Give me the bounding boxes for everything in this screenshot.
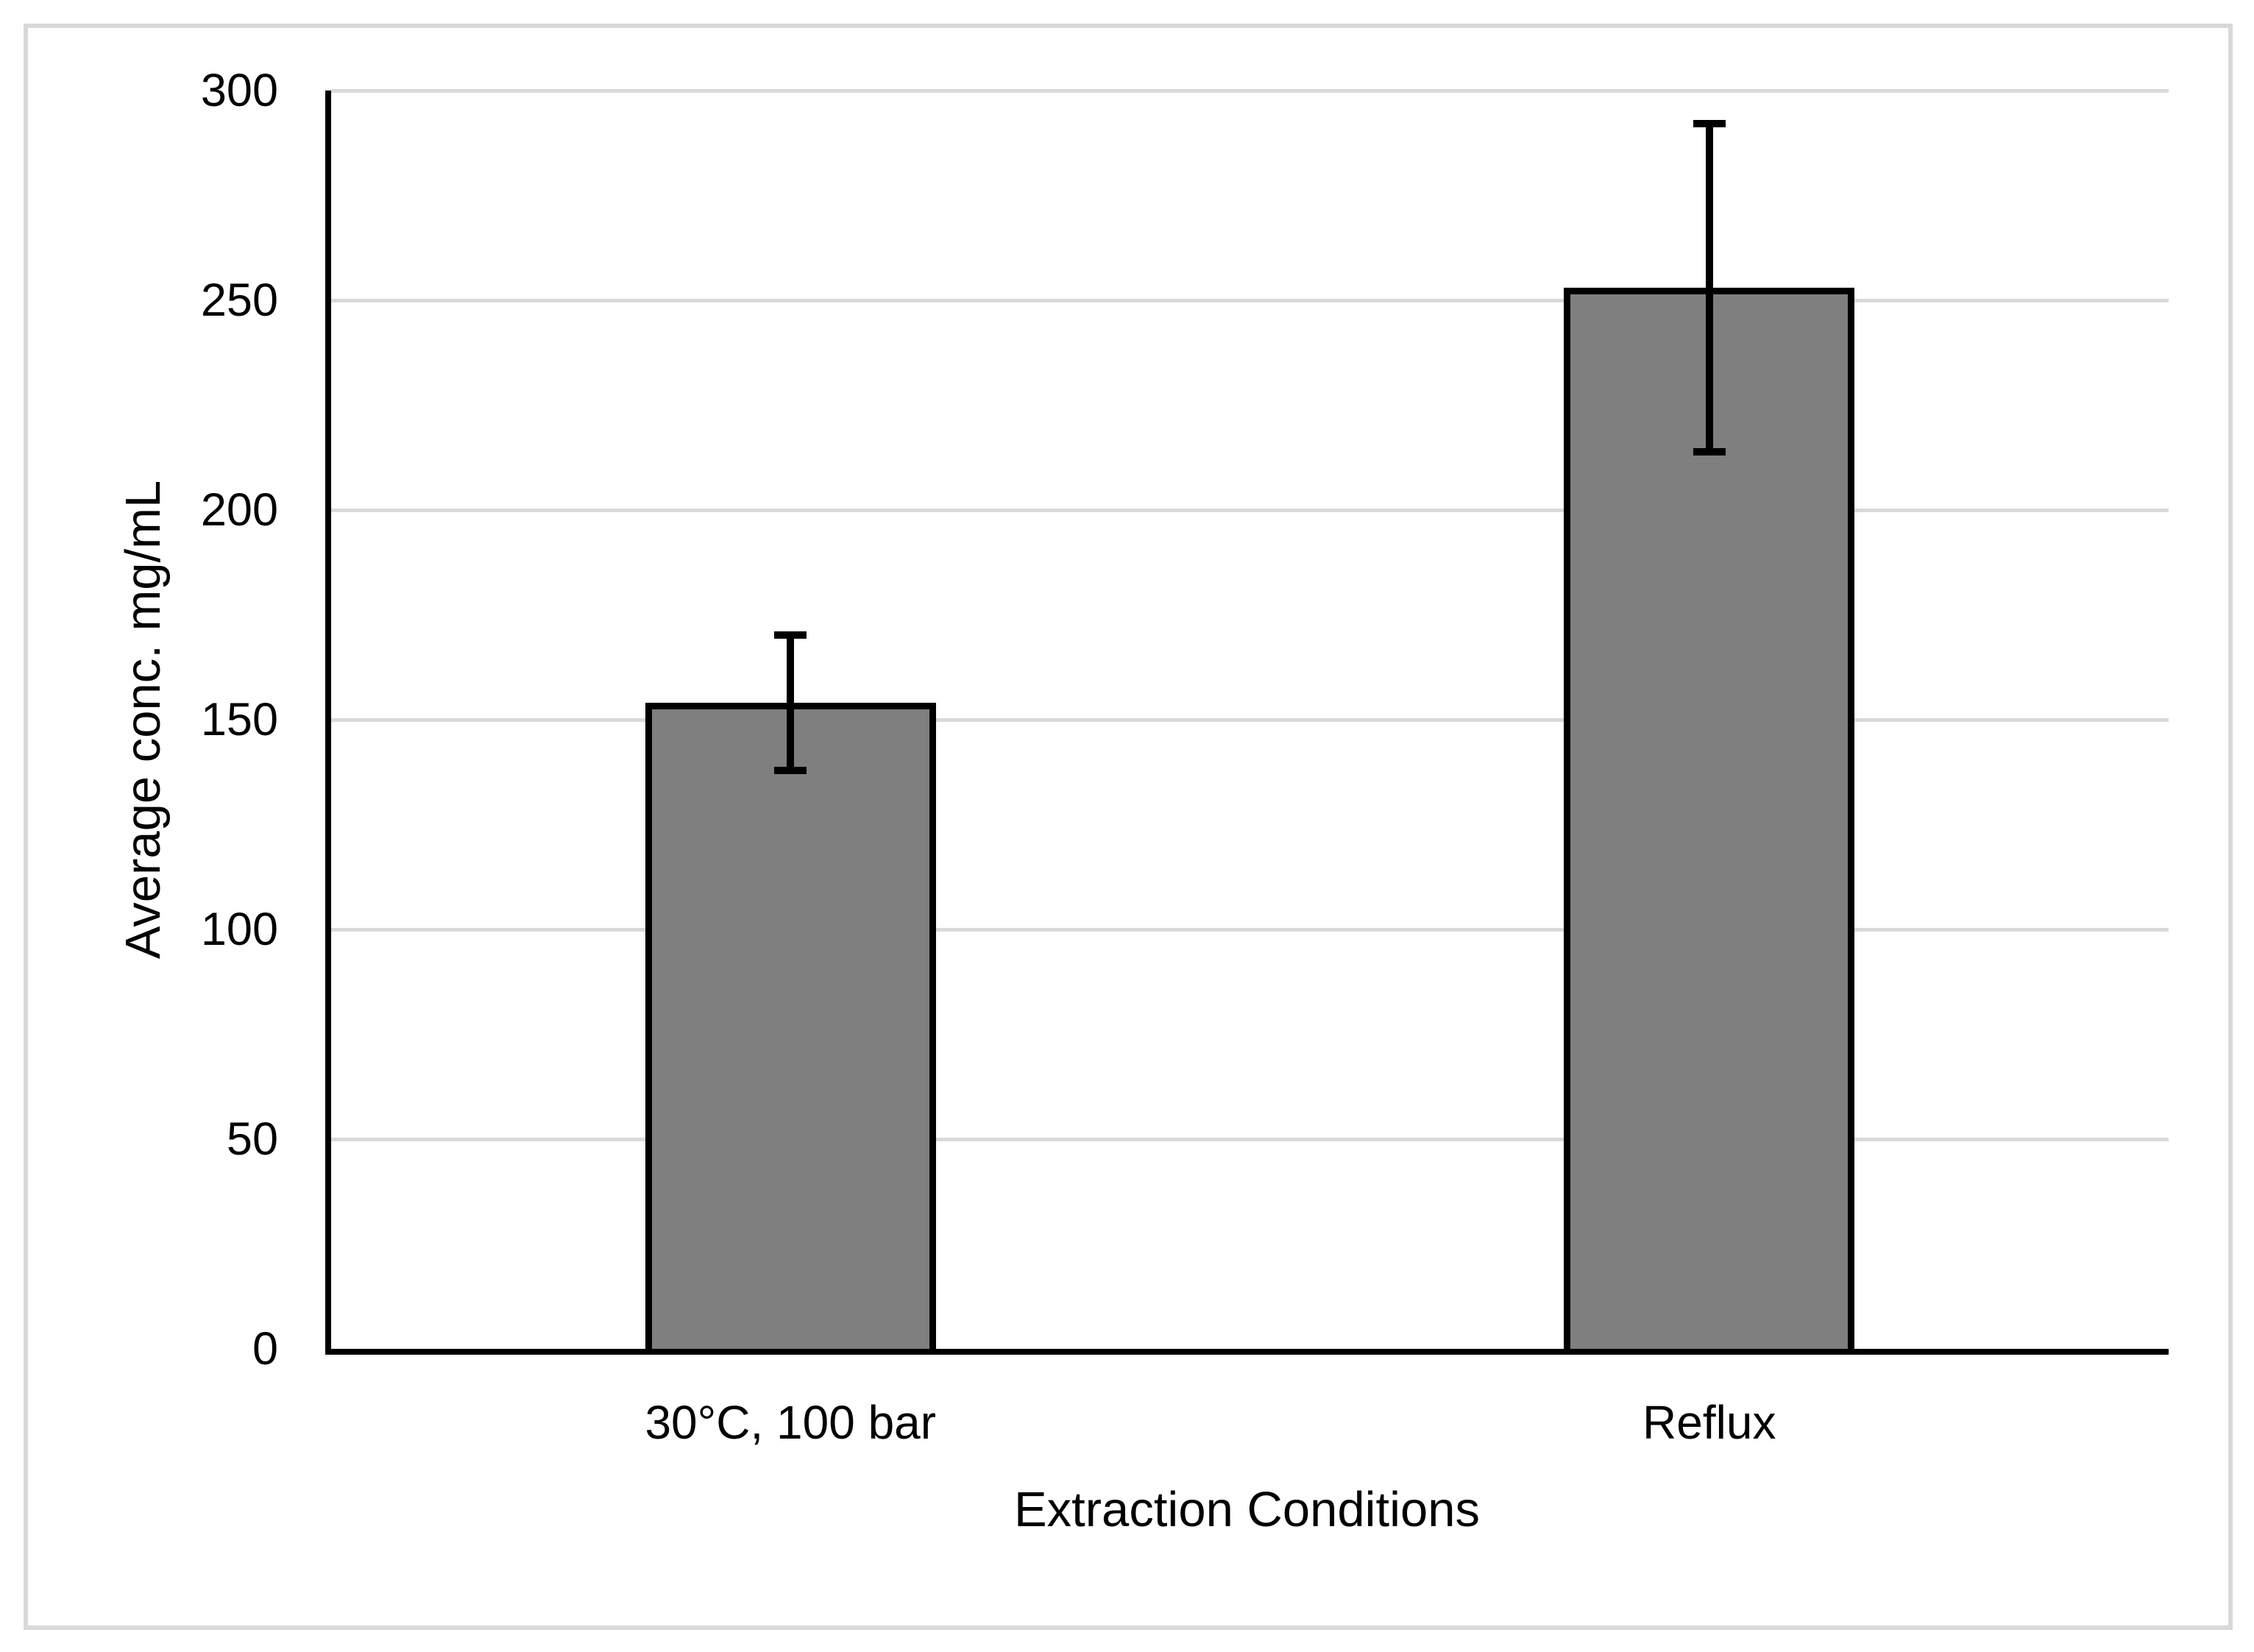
- plot-area: [325, 88, 2169, 1355]
- error-bar-stem: [787, 631, 795, 774]
- y-tick-label-300: 300: [200, 65, 278, 116]
- gridline-150: [331, 717, 2169, 722]
- error-bar-30-c-100-bar: [774, 631, 807, 774]
- y-tick-label-100: 100: [200, 904, 278, 955]
- error-bar-bottom-cap: [774, 767, 807, 774]
- y-tick-label-150: 150: [200, 694, 278, 745]
- error-bar-reflux: [1693, 120, 1726, 455]
- x-axis-label-reflux: Reflux: [1642, 1396, 1776, 1449]
- error-bar-bottom-cap: [1693, 448, 1726, 455]
- gridline-200: [331, 508, 2169, 512]
- bar-reflux: [1564, 288, 1855, 1349]
- gridline-300: [331, 88, 2169, 93]
- gridline-50: [331, 1137, 2169, 1141]
- y-tick-label-50: 50: [226, 1113, 278, 1165]
- x-axis-label-30-c-100-bar: 30°C, 100 bar: [645, 1396, 937, 1449]
- y-tick-label-200: 200: [200, 484, 278, 536]
- gridline-250: [331, 298, 2169, 302]
- bar-30-c-100-bar: [645, 703, 936, 1349]
- error-bar-stem: [1705, 120, 1713, 455]
- y-tick-label-0: 0: [252, 1323, 278, 1375]
- x-axis-title: Extraction Conditions: [1013, 1482, 1481, 1537]
- gridline-100: [331, 927, 2169, 932]
- chart-frame-border: [24, 24, 2233, 1630]
- y-axis-title: Average conc. mg/mL: [116, 480, 171, 960]
- y-tick-label-250: 250: [200, 274, 278, 326]
